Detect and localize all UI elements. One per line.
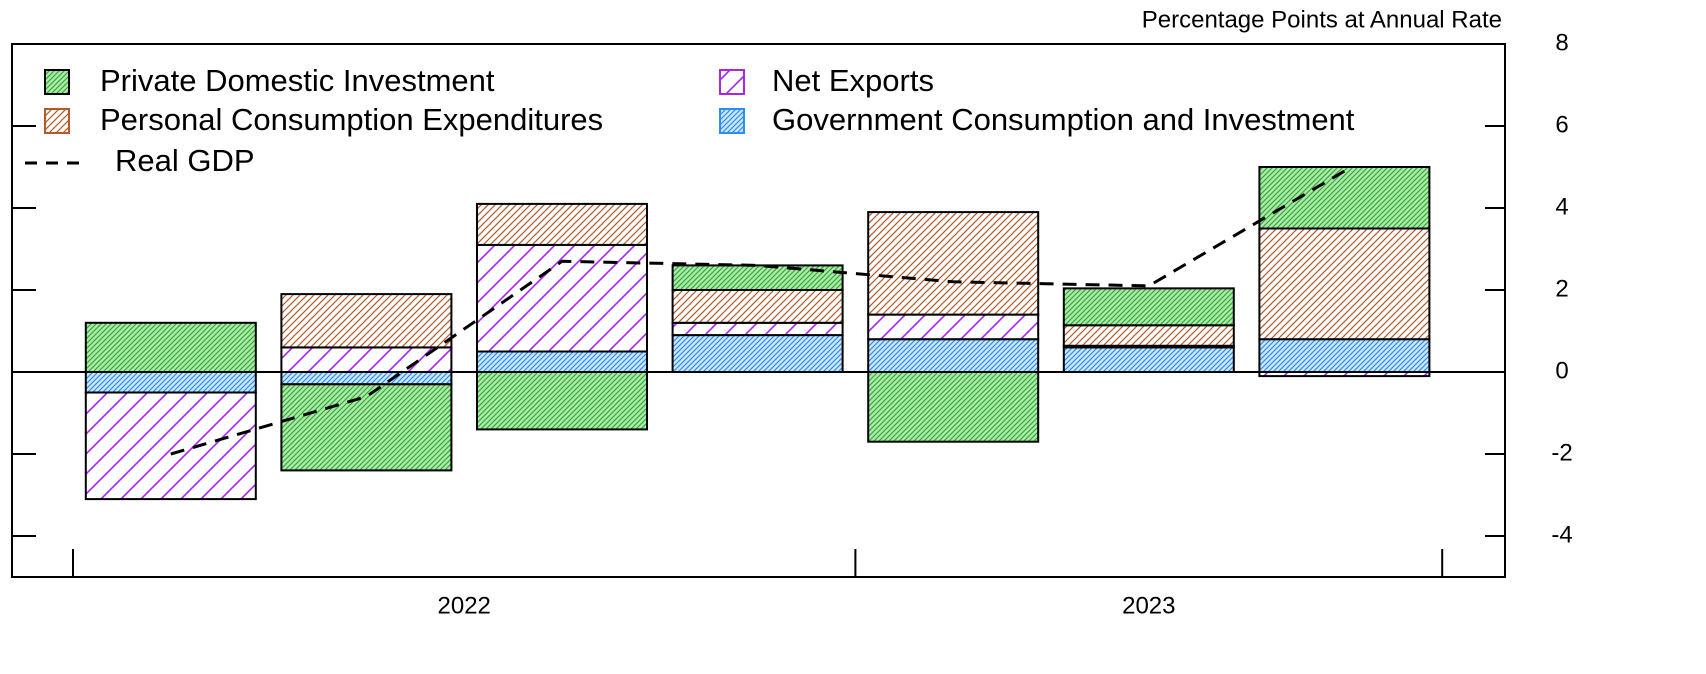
legend: Private Domestic Investment Personal Con… (25, 63, 1355, 178)
bar-segment (671, 289, 844, 324)
bar-segment (1062, 324, 1235, 347)
bar-segment (84, 391, 257, 501)
y-tick-label: 2 (1555, 275, 1568, 302)
legend-label: Net Exports (772, 63, 934, 98)
bar-segment (476, 371, 648, 431)
bar-segment (671, 334, 844, 374)
y-tick-label: 8 (1555, 29, 1568, 56)
chart-title: Percentage Points at Annual Rate (1142, 6, 1502, 33)
y-tick-label: 0 (1555, 357, 1568, 384)
bar-segment (671, 321, 844, 337)
bar-segment (476, 202, 648, 246)
bar-segment (280, 293, 453, 349)
bar-segment (1062, 287, 1235, 327)
legend-label: Real GDP (115, 143, 255, 178)
legend-swatch (44, 69, 70, 95)
bar-segment (867, 313, 1040, 341)
y-tick-label: 4 (1555, 193, 1568, 220)
bar-segment (84, 371, 257, 394)
bar-segment (84, 321, 257, 373)
bar-segment (1258, 227, 1431, 341)
bar-segment (280, 346, 453, 373)
plot-frame (11, 43, 1506, 578)
legend-swatch (719, 108, 745, 134)
legend-label: Government Consumption and Investment (772, 102, 1355, 137)
x-group-label: 2023 (1122, 592, 1175, 619)
bar-segment (476, 350, 648, 373)
bar-segment (280, 371, 453, 386)
legend-swatch (719, 69, 745, 95)
bar-segment (1062, 346, 1235, 373)
y-tick-label: -2 (1551, 439, 1572, 466)
legend-label: Personal Consumption Expenditures (100, 102, 603, 137)
y-tick-label: 6 (1555, 111, 1568, 138)
bar-segment (867, 211, 1040, 316)
legend-label: Private Domestic Investment (100, 63, 495, 98)
bar-segment (1258, 338, 1431, 374)
bar-segment (867, 371, 1040, 443)
bar-segment (867, 338, 1040, 374)
legend-swatch (44, 108, 70, 134)
bar-segment (1258, 166, 1431, 230)
bar-segment (280, 383, 453, 472)
x-group-label: 2022 (438, 592, 491, 619)
y-tick-label: -4 (1551, 521, 1572, 548)
